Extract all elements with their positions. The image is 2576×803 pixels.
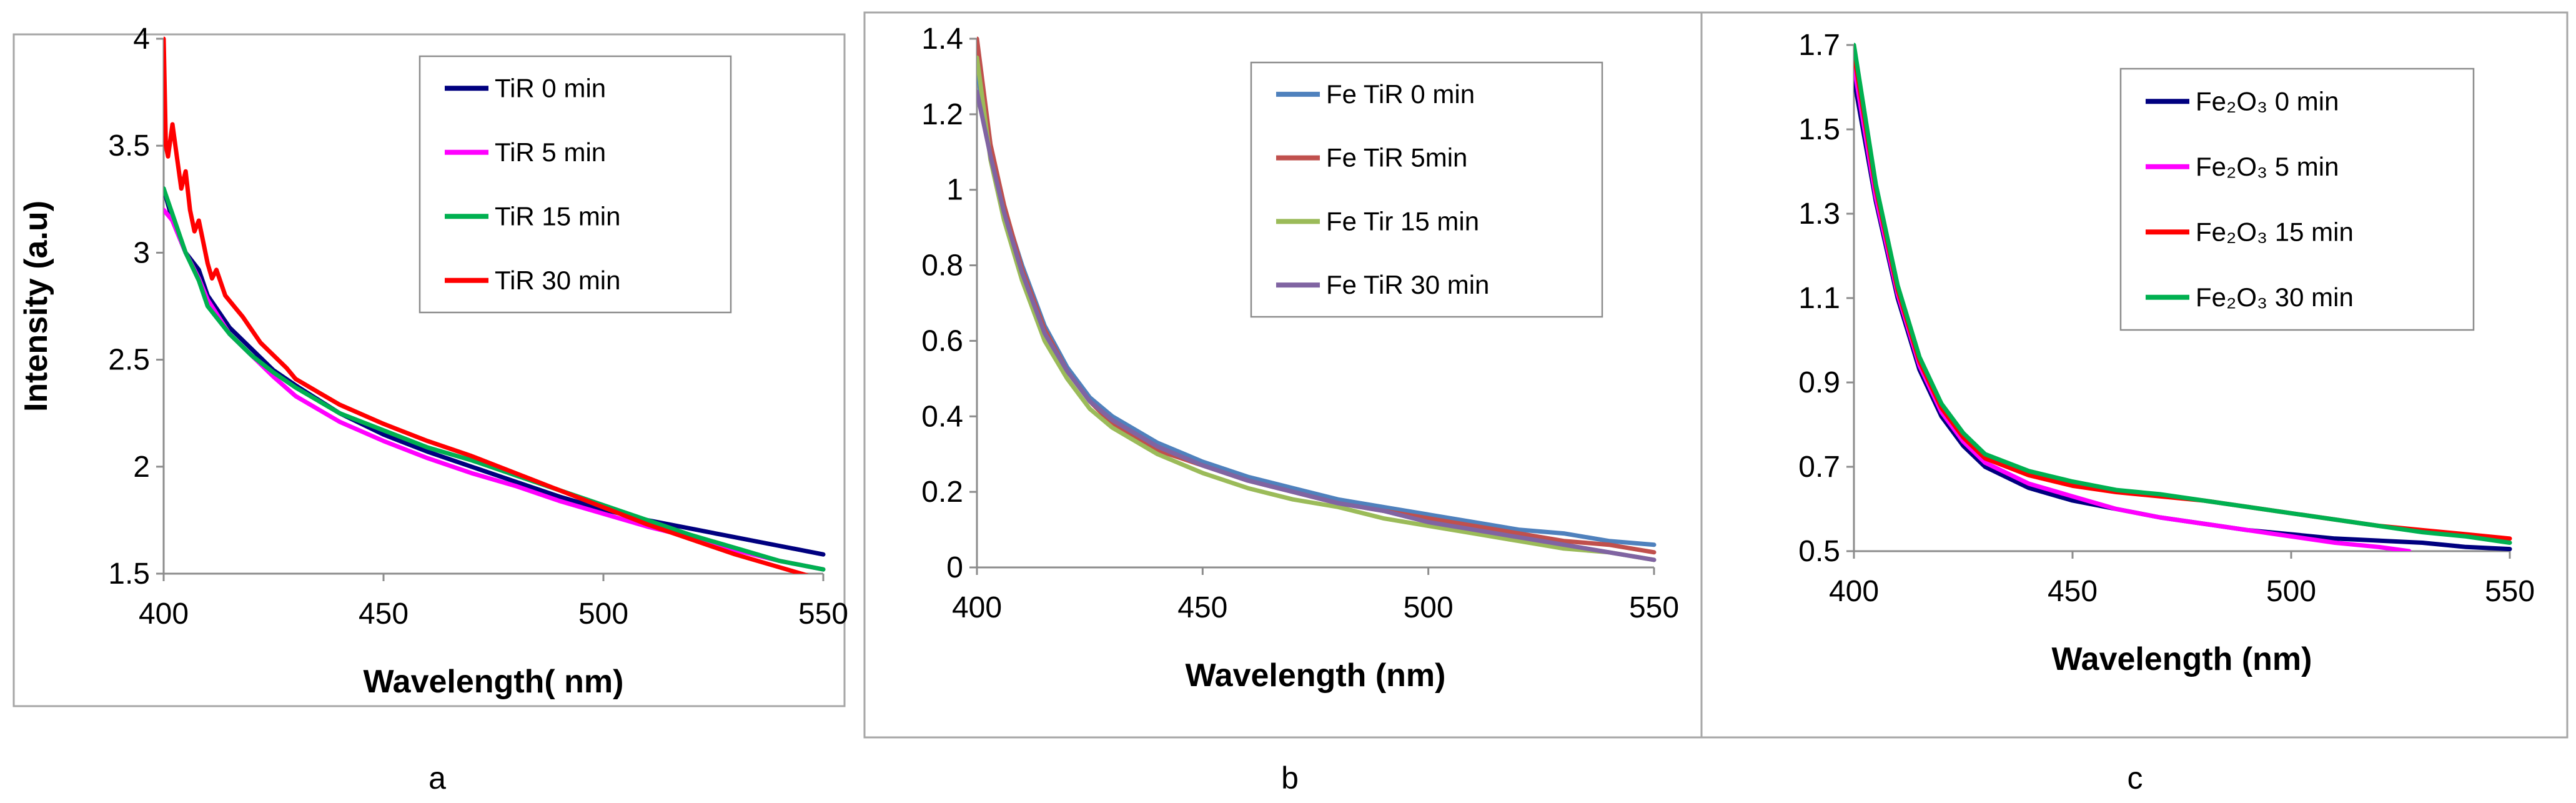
- y-tick-label: 4: [133, 22, 150, 56]
- y-tick-label: 0.4: [921, 400, 963, 433]
- legend-label: TiR 15 min: [495, 201, 621, 231]
- legend-label: Fe TiR 30 min: [1326, 270, 1489, 299]
- series-line-tir-0-min: [164, 186, 826, 557]
- series-line-fe-tir-30-min: [977, 89, 1657, 562]
- series-group: [1854, 42, 2512, 551]
- x-tick-label: 400: [952, 591, 1002, 624]
- x-tick-label: 550: [2485, 575, 2535, 608]
- x-tick-label: 550: [798, 597, 848, 631]
- y-tick-label: 0.9: [1798, 366, 1840, 399]
- y-tick-label: 1.5: [1798, 113, 1840, 146]
- chart-panel-b: 0 0.2 0.4 0.6 0.8 1 1.2 1.4 400 450 500 550 Waveleng…: [863, 11, 1703, 796]
- y-tick-label: 1.4: [921, 22, 963, 56]
- y-tick-label: 0.5: [1798, 535, 1840, 568]
- chart-panel-c: 0.5 0.7 0.9 1.1 1.3 1.5 1.7 400 450 500 550 Wavelen…: [1700, 11, 2569, 796]
- legend-label: TiR 5 min: [495, 137, 606, 167]
- x-tick-label: 450: [359, 597, 409, 631]
- y-tick-label: 2: [133, 451, 150, 484]
- x-tick-label: 500: [2266, 575, 2316, 608]
- x-axis-title: Wavelength (nm): [1186, 657, 1446, 694]
- chart-panel-a: 1.5 2 2.5 3 3.5 4 400 450 500 550 Wavelength( nm) I…: [12, 22, 848, 796]
- x-tick-label: 550: [1629, 591, 1679, 624]
- x-axis-title: Wavelength( nm): [364, 664, 624, 700]
- y-tick-label: 1.3: [1798, 197, 1840, 231]
- legend-label: Fe₂O₃ 15 min: [2196, 217, 2354, 246]
- legend-label: Fe₂O₃ 0 min: [2196, 86, 2339, 116]
- y-tick-label: 0: [946, 551, 963, 584]
- series-line-fe₂o₃-30-min: [1854, 42, 2512, 545]
- legend-box: [419, 55, 732, 314]
- series-line-fe-tir-15-min: [977, 55, 1657, 562]
- y-tick-label: 0.7: [1798, 451, 1840, 484]
- legend-label: Fe₂O₃ 5 min: [2196, 152, 2339, 181]
- x-tick-label: 400: [139, 597, 189, 631]
- legend-box: [1250, 61, 1603, 318]
- legend: Fe₂O₃ 0 min Fe₂O₃ 5 min Fe₂O₃ 15 min Fe₂O₃ …: [2119, 67, 2475, 331]
- y-tick-label: 1.2: [921, 98, 963, 131]
- x-tick-label: 500: [1404, 591, 1454, 624]
- legend-label: TiR 30 min: [495, 266, 621, 295]
- x-tick-label: 500: [578, 597, 628, 631]
- y-tick-label: 3: [133, 236, 150, 269]
- series-group: [164, 36, 826, 574]
- x-axis-title: Wavelength (nm): [2052, 641, 2312, 677]
- legend: Fe TiR 0 min Fe TiR 5min Fe Tir 15 min Fe T…: [1250, 61, 1603, 318]
- panel-letter: a: [429, 761, 446, 796]
- y-tick-label: 0.6: [921, 324, 963, 357]
- y-axis-title: Intensity (a.u): [18, 201, 54, 412]
- series-line-tir-15-min: [164, 186, 826, 572]
- legend-label: Fe Tir 15 min: [1326, 206, 1479, 236]
- legend-label: Fe TiR 0 min: [1326, 79, 1475, 109]
- legend-label: TiR 0 min: [495, 73, 606, 102]
- y-tick-label: 0.8: [921, 249, 963, 282]
- y-tick-label: 1.7: [1798, 29, 1840, 62]
- x-tick-label: 450: [2048, 575, 2098, 608]
- y-tick-label: 1: [946, 174, 963, 207]
- series-line-tir-30-min: [164, 36, 810, 574]
- x-tick-label: 450: [1177, 591, 1227, 624]
- legend-label: Fe₂O₃ 30 min: [2196, 282, 2354, 312]
- y-tick-label: 2.5: [108, 344, 150, 377]
- chart-panels: 1.5 2 2.5 3 3.5 4 400 450 500 550 Wavelength( nm) I…: [12, 11, 2569, 796]
- legend-box: [2119, 67, 2475, 331]
- y-tick-label: 1.1: [1798, 282, 1840, 315]
- y-tick-label: 1.5: [108, 557, 150, 591]
- x-tick-label: 400: [1829, 575, 1879, 608]
- panel-letter: b: [1281, 761, 1299, 796]
- legend: TiR 0 min TiR 5 min TiR 15 min TiR 30 min: [419, 55, 732, 314]
- legend-label: Fe TiR 5min: [1326, 143, 1467, 172]
- series-group: [977, 36, 1657, 562]
- panel-letter: c: [2128, 761, 2143, 796]
- y-tick-label: 0.2: [921, 476, 963, 509]
- y-tick-label: 3.5: [108, 129, 150, 162]
